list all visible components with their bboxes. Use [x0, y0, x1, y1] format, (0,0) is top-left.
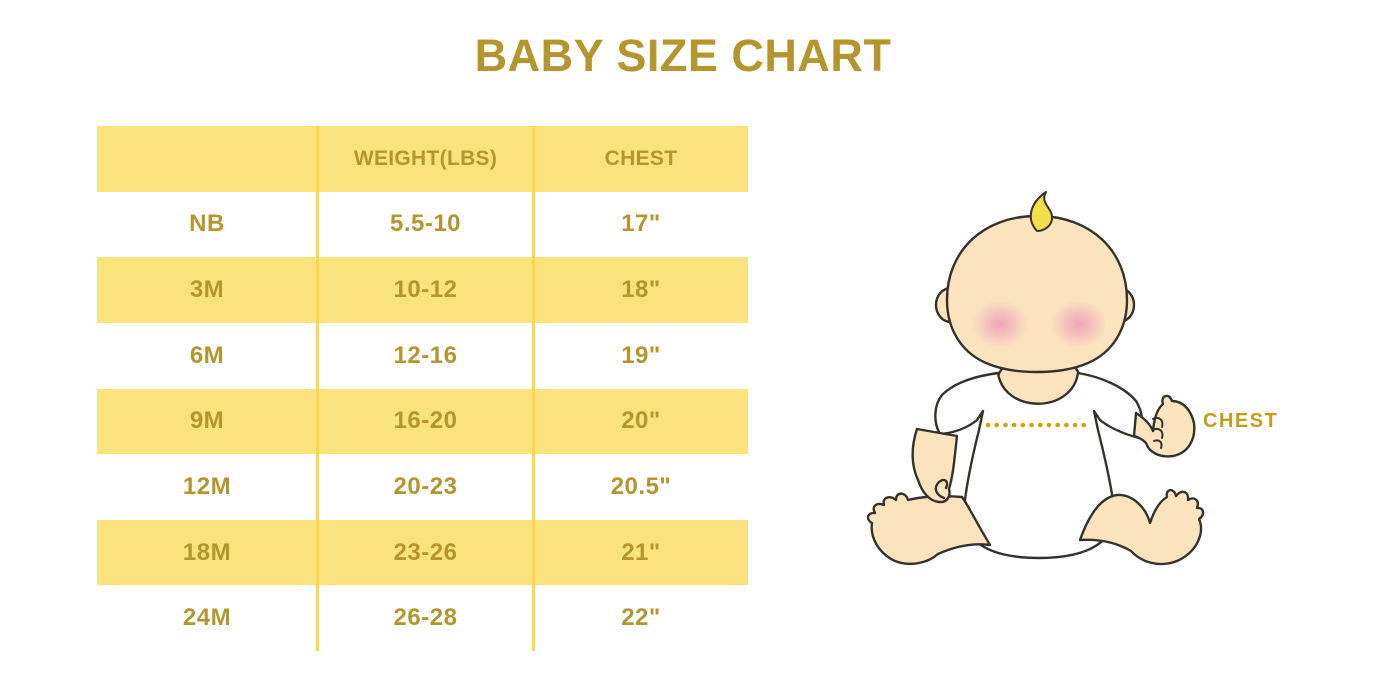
chest-measure-label: CHEST	[1203, 410, 1279, 432]
baby-leg-right	[1078, 488, 1205, 566]
size-cell: 6M	[189, 341, 225, 369]
page-title: BABY SIZE CHART	[474, 30, 892, 81]
size-cell: 12M	[182, 472, 232, 500]
baby-fist-finger-lines	[1152, 417, 1164, 449]
baby-head	[945, 214, 1129, 374]
chest-cell: 22"	[621, 604, 661, 632]
chest-cell: 17"	[621, 210, 661, 238]
column-divider-2	[532, 126, 535, 651]
table-row-24m: 24M 26-28 22"	[97, 585, 748, 651]
header-chest: CHEST	[604, 146, 678, 170]
baby-blush-left	[972, 300, 1028, 348]
chest-cell: 21"	[621, 538, 661, 566]
chest-cell: 20"	[621, 407, 661, 435]
table-row-6m: 6M 12-16 19"	[97, 323, 748, 389]
baby-illustration	[850, 170, 1310, 600]
column-divider-1	[316, 126, 319, 651]
weight-cell: 12-16	[393, 341, 458, 369]
baby-hand-left-fingers	[934, 478, 949, 500]
chest-cell: 20.5"	[610, 472, 672, 500]
baby-blush-right	[1051, 300, 1107, 348]
size-cell: 18M	[182, 538, 232, 566]
chest-cell: 18"	[621, 276, 661, 304]
baby-arm-right-fist	[1132, 394, 1196, 458]
weight-cell: 23-26	[393, 538, 458, 566]
weight-cell: 10-12	[393, 276, 458, 304]
weight-cell: 16-20	[393, 407, 458, 435]
baby-hair-curl	[1029, 191, 1054, 232]
size-cell: 9M	[189, 407, 225, 435]
size-cell: 3M	[189, 276, 225, 304]
table-row-18m: 18M 23-26 21"	[97, 519, 748, 586]
baby-figure-svg	[866, 191, 1205, 566]
weight-cell: 5.5-10	[389, 210, 462, 238]
size-table: WEIGHT(LBS) CHEST NB 5.5-10 17" 3M 10-12…	[97, 126, 748, 651]
weight-cell: 20-23	[393, 472, 458, 500]
header-size	[97, 126, 317, 192]
size-cell: 24M	[182, 604, 232, 632]
baby-arm-left	[911, 427, 959, 504]
table-row-9m: 9M 16-20 20"	[97, 388, 748, 455]
chest-cell: 19"	[621, 341, 661, 369]
size-cell: NB	[189, 210, 225, 238]
header-weight: WEIGHT(LBS)	[353, 146, 498, 170]
table-header-row: WEIGHT(LBS) CHEST	[97, 126, 748, 192]
table-row-3m: 3M 10-12 18"	[97, 257, 748, 323]
table-row-12m: 12M 20-23 20.5"	[97, 454, 748, 520]
table-row-nb: NB 5.5-10 17"	[97, 192, 748, 258]
weight-cell: 26-28	[393, 604, 458, 632]
